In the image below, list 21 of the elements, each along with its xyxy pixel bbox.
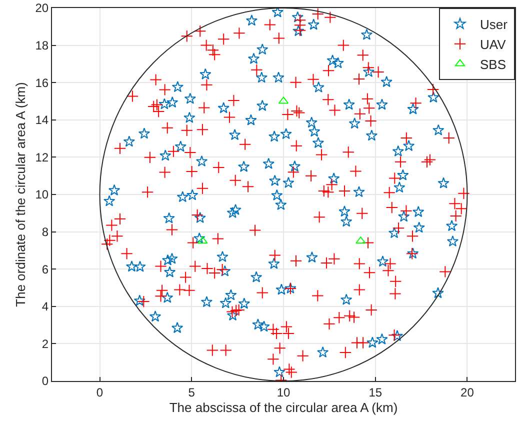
y-tick-label: 4: [42, 300, 49, 314]
y-tick-label: 20: [35, 1, 49, 16]
y-tick-label: 2: [42, 336, 49, 351]
x-tick-label: 10: [276, 385, 290, 400]
y-tick-label: 0: [42, 374, 49, 388]
y-tick-label: 16: [35, 76, 49, 90]
x-tick-label: 20: [460, 385, 474, 400]
y-tick-label: 18: [35, 38, 49, 52]
legend-label: UAV: [480, 36, 506, 52]
legend-label: SBS: [480, 56, 506, 72]
x-axis-title: The abscissa of the circular area A (km): [169, 400, 398, 415]
y-tick-label: 8: [42, 225, 49, 239]
legend-label: User: [480, 17, 508, 32]
x-tick-label: 15: [368, 385, 382, 400]
x-tick-label: 0: [96, 385, 104, 400]
y-tick-label: 6: [42, 262, 49, 276]
y-tick-label: 10: [35, 188, 49, 202]
y-tick-label: 14: [35, 113, 49, 128]
y-tick-label: 12: [35, 150, 49, 164]
x-tick-label: 5: [188, 385, 196, 400]
y-axis-title: The ordinate of the circular area A (km): [13, 82, 28, 307]
